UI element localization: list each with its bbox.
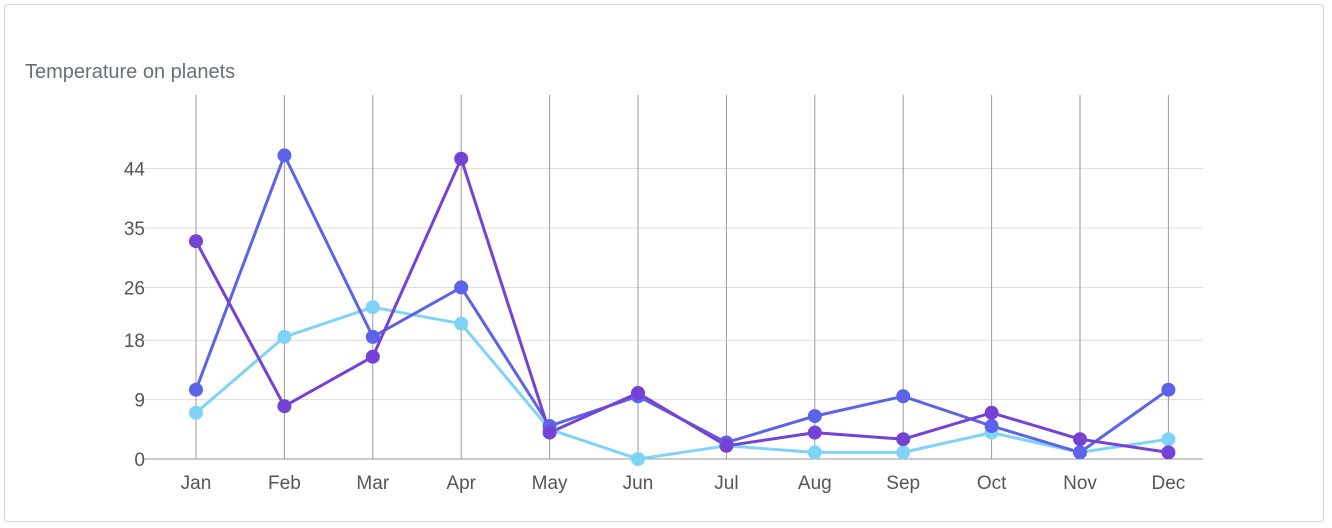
series-2-point[interactable] (984, 419, 999, 433)
y-tick-label: 35 (124, 219, 145, 240)
series-1-line (194, 305, 1170, 461)
series-3-line (194, 157, 1170, 454)
y-tick-label: 9 (134, 391, 145, 412)
series-3-point[interactable] (807, 425, 822, 440)
series-2-point[interactable] (365, 329, 380, 344)
series-2-point[interactable] (1161, 382, 1176, 397)
series-3-point[interactable] (896, 432, 911, 447)
series-3-point[interactable] (365, 349, 380, 364)
series-2-point[interactable] (277, 148, 292, 163)
series-3-point[interactable] (1073, 432, 1087, 447)
x-tick-label: Oct (977, 473, 1007, 494)
x-tick-label: Sep (886, 473, 920, 494)
series-1-point[interactable] (807, 445, 822, 460)
x-tick-label: Aug (798, 473, 832, 494)
y-tick-label: 44 (124, 160, 146, 181)
series-3-point[interactable] (277, 399, 292, 414)
series-points (189, 148, 1176, 466)
series-3-point[interactable] (719, 438, 734, 453)
series-2-point[interactable] (896, 389, 911, 404)
x-tick-label: Jan (181, 473, 212, 494)
series-1-point[interactable] (189, 405, 203, 420)
x-tick-label: Mar (356, 473, 389, 494)
series-3-point[interactable] (189, 234, 203, 249)
series-2-line (194, 153, 1170, 454)
series-2-point[interactable] (189, 382, 203, 397)
series-2-point[interactable] (1073, 445, 1087, 460)
x-tick-label: Jul (714, 473, 738, 494)
series-3-point[interactable] (542, 425, 557, 440)
series-3-point[interactable] (1161, 445, 1176, 460)
series-lines (194, 153, 1170, 461)
x-tick-label: Apr (446, 473, 476, 494)
series-1-point[interactable] (896, 445, 911, 460)
series-2-point[interactable] (807, 409, 822, 424)
series-1-point[interactable] (277, 329, 292, 344)
chart-card: Temperature on planets 0 9 18 26 35 44 Jan Feb M… (4, 4, 1324, 522)
series-1-point[interactable] (454, 316, 469, 331)
grid (143, 95, 1203, 459)
x-tick-label: Dec (1152, 473, 1186, 494)
series-3-point[interactable] (631, 386, 645, 400)
chart-title: Temperature on planets (25, 61, 236, 83)
series-1-point[interactable] (1161, 432, 1176, 447)
y-tick-label: 18 (124, 331, 145, 352)
x-tick-label: Feb (268, 473, 301, 494)
line-chart: 0 9 18 26 35 44 Jan Feb Mar Apr May Jun Jul Aug Sep Oct… (124, 95, 1203, 494)
y-tick-label: 26 (124, 278, 145, 299)
series-2-point[interactable] (454, 280, 469, 295)
series-3-point[interactable] (454, 151, 469, 166)
series-1-point[interactable] (365, 300, 380, 315)
x-tick-label: Jun (623, 473, 654, 494)
y-tick-label: 0 (134, 450, 145, 471)
x-tick-label: May (532, 473, 568, 494)
x-tick-label: Nov (1063, 473, 1097, 494)
series-3-point[interactable] (984, 405, 999, 420)
series-1-point[interactable] (631, 452, 645, 466)
tick-labels: 0 9 18 26 35 44 Jan Feb Mar Apr May Jun Jul Aug Sep Oct… (124, 160, 1185, 494)
